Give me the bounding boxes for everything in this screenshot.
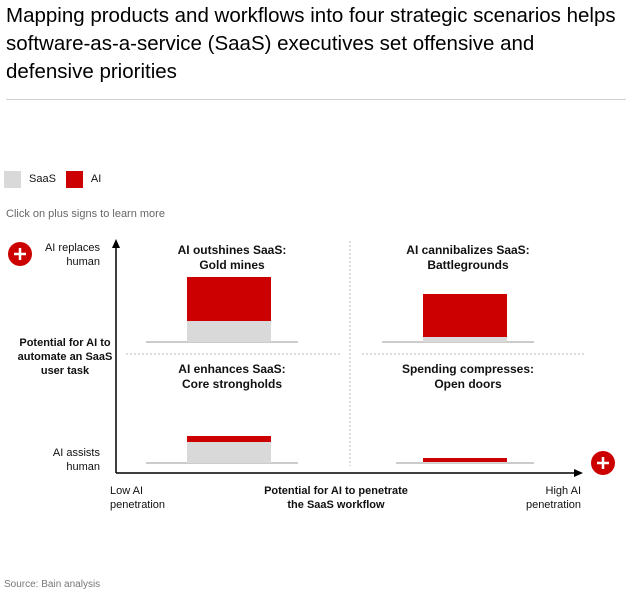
quadrant-title-line: AI outshines SaaS: [177,243,287,257]
legend: SaaS AI [4,169,111,189]
chart-title: Mapping products and workflows into four… [6,4,616,83]
quadrant-title-top-right: AI cannibalizes SaaS: Battlegrounds [368,243,568,273]
x-axis-title: Potential for AI to penetrate the SaaS w… [264,485,408,511]
bar-saas-bottom-left [187,442,271,463]
quadrant-title-line: AI enhances SaaS: [178,362,286,376]
x-high-label: High AI penetration [525,485,581,511]
x-axis-arrowhead [574,469,583,477]
plus-icon [8,242,32,266]
x-low-label: Low AI penetration [110,485,166,511]
quadrant-title-bottom-left: AI enhances SaaS: Core strongholds [132,362,332,392]
y-low-label: AI assists human [52,447,100,473]
title-divider [6,99,626,100]
bar-ai-top-right [423,294,507,337]
bar-saas-top-right [423,337,507,342]
quadrant-subtitle: Core strongholds [181,377,282,391]
bar-ai-bottom-right [423,458,507,462]
y-axis-arrowhead [112,239,120,248]
quadrant-subtitle: Gold mines [199,258,265,272]
bar-saas-top-left [187,321,271,342]
y-axis-title: Potential for AI to automate an SaaS use… [17,337,113,377]
source-note: Source: Bain analysis [4,579,101,590]
bar-ai-top-left [187,277,271,321]
bar-ai-bottom-left [187,436,271,442]
y-high-label: AI replaces human [44,242,100,268]
legend-label-ai: AI [90,173,102,185]
legend-swatch-saas [4,170,21,188]
instruction-text: Click on plus signs to learn more [6,208,165,220]
plus-icon [591,451,615,475]
quadrant-title-line: AI cannibalizes SaaS: [406,243,530,257]
expand-x-axis-plus-button[interactable] [591,451,615,475]
quadrant-title-top-left: AI outshines SaaS: Gold mines [132,243,332,273]
quadrant-subtitle: Open doors [434,377,502,391]
quadrant-title-bottom-right: Spending compresses: Open doors [368,362,568,392]
quadrant-subtitle: Battlegrounds [427,258,509,272]
legend-swatch-ai [65,170,83,188]
expand-y-axis-plus-button[interactable] [8,242,32,266]
bar-saas-bottom-right [423,462,507,463]
legend-label-saas: SaaS [29,173,56,185]
quadrant-title-line: Spending compresses: [401,362,535,376]
